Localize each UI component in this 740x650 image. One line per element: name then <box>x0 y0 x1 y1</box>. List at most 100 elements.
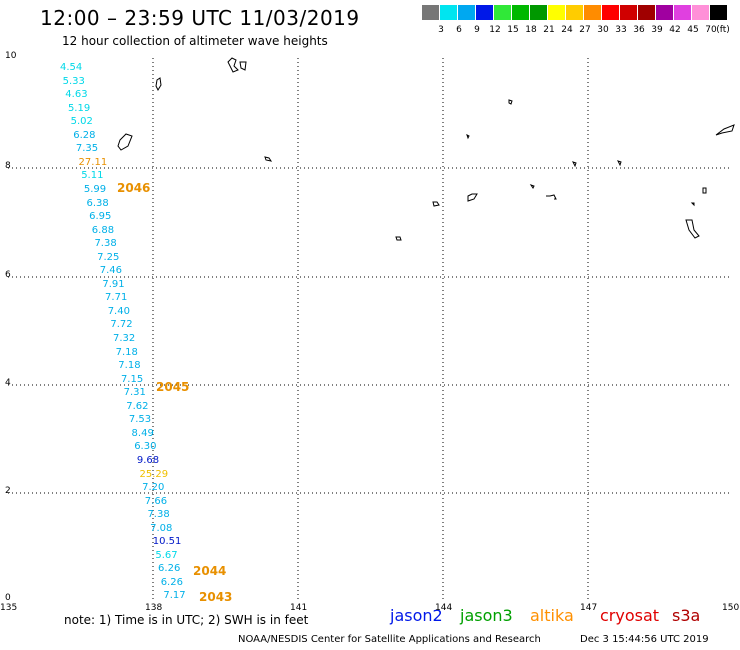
wave-height-value: 7.72 <box>110 319 133 331</box>
time-tag: 2044 <box>193 564 227 578</box>
legend-swatch <box>674 5 691 20</box>
wave-height-value: 6.88 <box>91 224 115 236</box>
island-outline <box>715 124 735 136</box>
legend-label: 27 <box>579 25 591 35</box>
wave-height-value: 4.54 <box>60 62 83 73</box>
legend-swatch <box>548 5 565 20</box>
time-tag: 2046 <box>117 181 151 195</box>
island-outline <box>466 134 470 140</box>
wave-height-value: 5.99 <box>83 183 107 195</box>
wave-height-value: 7.25 <box>97 251 120 263</box>
time-tag: 2045 <box>156 380 190 394</box>
x-tick-label: 150 <box>722 603 740 613</box>
legend-swatch <box>638 5 655 20</box>
legend-label: 70 <box>705 25 717 35</box>
wave-height-value: 7.17 <box>163 590 186 602</box>
wave-height-value: 7.62 <box>126 400 149 412</box>
satellite-label-jason3: jason3 <box>460 606 513 625</box>
wave-height-value: 6.26 <box>160 576 183 588</box>
wave-height-value: 7.38 <box>94 238 117 250</box>
island-outline <box>685 219 700 239</box>
island-outline <box>702 187 707 194</box>
wave-height-value: 5.19 <box>67 102 91 114</box>
legend-swatch <box>476 5 493 20</box>
legend-swatch <box>530 5 547 20</box>
satellite-label-jason2: jason2 <box>390 606 443 625</box>
wave-height-value: 7.08 <box>150 522 173 534</box>
coastline <box>117 57 735 241</box>
wave-height-value: 7.91 <box>102 278 125 290</box>
y-tick-label: 2 <box>5 486 11 496</box>
x-tick-label: 144 <box>435 603 453 613</box>
wave-height-value: 6.38 <box>86 197 109 209</box>
island-outline <box>432 201 440 207</box>
wave-height-value: 7.66 <box>144 495 168 507</box>
wave-height-value: 7.32 <box>113 333 136 344</box>
x-tick-label: 147 <box>580 603 598 613</box>
legend-label: 45 <box>687 25 699 35</box>
wave-height-value: 10.51 <box>152 536 182 548</box>
y-tick-label: 0 <box>5 593 11 603</box>
map-title: 12:00 – 23:59 UTC 11/03/2019 <box>40 6 360 30</box>
legend-label: 33 <box>615 25 627 35</box>
map-subtitle: 12 hour collection of altimeter wave hei… <box>62 34 328 48</box>
legend-label: 30 <box>597 25 609 35</box>
legend-swatch <box>440 5 457 20</box>
wave-height-value: 6.95 <box>89 211 112 223</box>
satellite-label-altika: altika <box>530 606 574 625</box>
y-tick-label: 6 <box>5 270 11 280</box>
island-outline <box>227 57 239 73</box>
map-grid <box>8 58 732 600</box>
island-outline <box>467 193 478 202</box>
wave-height-value: 7.15 <box>120 373 144 385</box>
legend-swatch <box>458 5 475 20</box>
wave-height-value: 7.53 <box>128 414 152 426</box>
island-outline <box>508 99 513 105</box>
y-tick-label: 4 <box>5 378 11 388</box>
legend-swatch <box>602 5 619 20</box>
wave-height-value: 27.11 <box>78 156 108 168</box>
legend-label: 15 <box>507 25 519 35</box>
credit-text: NOAA/NESDIS Center for Satellite Applica… <box>238 634 541 645</box>
wave-height-value: 7.40 <box>107 305 130 317</box>
legend-swatch <box>584 5 601 20</box>
legend-unit: (ft) <box>716 25 730 35</box>
wave-height-value: 7.20 <box>142 482 165 494</box>
island-outline <box>155 77 162 92</box>
island-outline <box>572 161 577 168</box>
x-tick-label: 141 <box>290 603 308 613</box>
legend-swatch <box>656 5 673 20</box>
wave-height-value: 7.71 <box>105 292 128 304</box>
wave-height-value: 9.68 <box>136 454 160 466</box>
wave-height-value: 6.28 <box>73 129 96 141</box>
legend-label: 36 <box>633 25 645 35</box>
legend-label: 9 <box>474 25 480 35</box>
legend-swatch <box>692 5 709 20</box>
timestamp-text: Dec 3 15:44:56 UTC 2019 <box>580 634 709 645</box>
legend-swatch <box>566 5 583 20</box>
legend-label: 12 <box>489 25 501 35</box>
y-tick-label: 10 <box>5 51 17 61</box>
island-outline <box>117 133 133 151</box>
island-outline <box>264 156 273 162</box>
legend-swatch <box>422 5 439 20</box>
wave-height-value: 7.35 <box>75 143 99 155</box>
wave-height-value: 6.26 <box>158 563 181 575</box>
wave-height-value: 5.11 <box>81 170 104 182</box>
legend-label: 21 <box>543 25 555 35</box>
wave-height-value: 7.18 <box>115 346 138 358</box>
legend-swatch <box>710 5 727 20</box>
legend-label: 39 <box>651 25 663 35</box>
island-outline <box>546 194 557 200</box>
satellite-label-cryosat: cryosat <box>600 606 660 625</box>
wave-height-value: 6.30 <box>134 441 157 453</box>
island-outline <box>239 61 247 71</box>
island-outline <box>395 236 402 241</box>
legend-label: 24 <box>561 25 573 35</box>
legend-swatch <box>620 5 637 20</box>
legend-label: 42 <box>669 25 681 35</box>
legend-label: 6 <box>456 25 462 35</box>
y-tick-label: 8 <box>5 161 11 171</box>
wave-height-value: 5.02 <box>70 116 93 128</box>
